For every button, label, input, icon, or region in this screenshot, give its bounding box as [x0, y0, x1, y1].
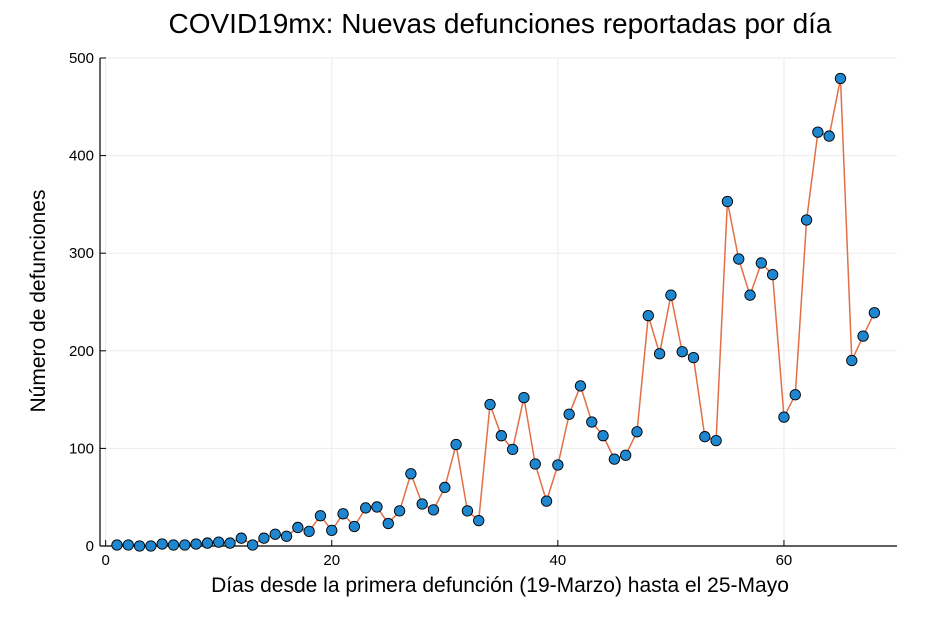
data-point	[258, 532, 270, 544]
data-point	[303, 525, 315, 538]
data-point	[540, 495, 553, 507]
data-point	[744, 289, 756, 301]
chart-title: COVID19mx: Nuevas defunciones reportadas…	[168, 8, 832, 39]
data-point	[552, 459, 564, 471]
data-point	[721, 195, 734, 208]
data-point	[145, 540, 157, 552]
data-point	[269, 528, 281, 540]
data-point	[597, 430, 609, 442]
data-point	[665, 289, 677, 301]
y-tick-label: 100	[69, 440, 94, 457]
data-point	[179, 539, 191, 551]
data-point	[676, 346, 688, 358]
data-point	[405, 468, 417, 480]
data-point	[213, 536, 225, 548]
data-point	[699, 431, 711, 443]
data-point	[823, 130, 835, 142]
data-point	[710, 434, 722, 447]
data-point	[326, 524, 338, 537]
data-point	[280, 530, 293, 542]
data-point	[484, 398, 496, 411]
data-point	[190, 538, 202, 550]
data-point	[382, 517, 394, 530]
y-tick-label: 0	[86, 538, 94, 555]
data-point	[506, 443, 519, 456]
data-point	[439, 481, 451, 494]
y-tick-label: 300	[69, 245, 94, 262]
data-point	[473, 514, 485, 527]
data-point	[111, 539, 123, 551]
data-point	[348, 520, 361, 533]
data-point	[642, 310, 654, 322]
y-tick-label: 200	[69, 343, 94, 360]
y-tick-label: 400	[69, 148, 94, 165]
x-tick-label: 60	[776, 552, 793, 569]
data-point	[427, 504, 440, 516]
data-point	[857, 330, 869, 342]
data-point	[789, 389, 801, 401]
data-point	[529, 458, 541, 470]
data-point	[653, 348, 666, 360]
data-point	[450, 438, 462, 451]
data-point	[846, 354, 858, 367]
x-tick-label: 20	[323, 552, 340, 569]
data-point	[868, 307, 881, 319]
data-point	[586, 416, 598, 428]
data-point	[574, 380, 587, 392]
data-point	[235, 532, 247, 544]
series-line	[117, 78, 876, 547]
series	[111, 72, 881, 552]
data-point	[371, 501, 383, 513]
data-point	[122, 539, 134, 551]
data-point	[393, 505, 406, 517]
data-point	[224, 537, 236, 549]
data-point	[360, 502, 372, 514]
data-point	[766, 269, 779, 281]
data-point	[563, 408, 575, 420]
x-axis-label: Días desde la primera defunción (19-Marz…	[211, 574, 789, 597]
data-point	[812, 126, 824, 138]
data-point	[133, 540, 146, 552]
y-tick-label: 500	[69, 50, 94, 67]
data-point	[337, 508, 349, 520]
data-point	[156, 538, 168, 550]
data-point	[608, 453, 621, 465]
data-point	[201, 537, 214, 549]
data-point	[416, 498, 428, 510]
data-point	[461, 505, 474, 517]
data-point	[292, 521, 304, 534]
data-point	[687, 351, 700, 364]
data-point	[495, 430, 507, 442]
axes	[99, 57, 897, 547]
tick-labels: 0 100 200 300 400 500 0 20 40 60	[69, 50, 792, 569]
data-point	[733, 253, 745, 265]
data-point	[620, 449, 632, 461]
data-point	[755, 257, 767, 269]
data-point	[631, 426, 643, 438]
data-point	[834, 72, 847, 85]
data-point	[167, 539, 180, 551]
data-point	[778, 411, 790, 423]
grid-lines	[100, 57, 897, 547]
x-tick-label: 40	[550, 552, 567, 569]
data-point	[800, 214, 813, 226]
data-point	[314, 510, 327, 522]
x-tick-label: 0	[101, 552, 109, 569]
data-point	[246, 539, 259, 551]
data-point	[518, 391, 530, 404]
